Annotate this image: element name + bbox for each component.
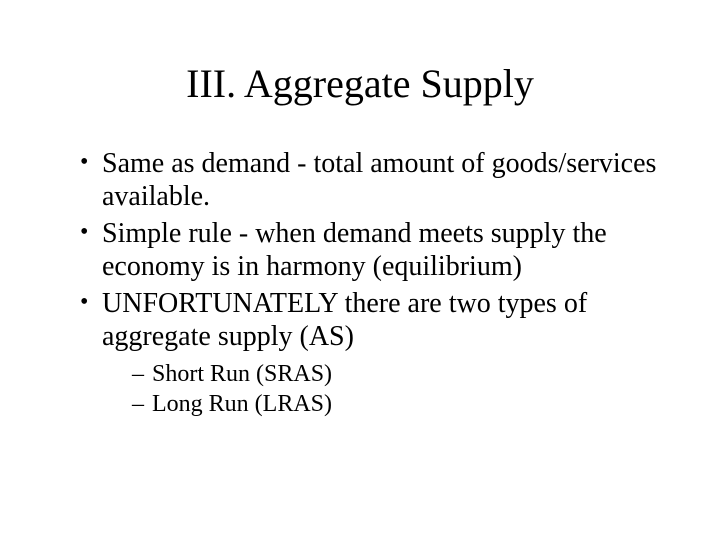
bullet-text: UNFORTUNATELY there are two types of agg… — [102, 288, 587, 352]
bullet-text: Simple rule - when demand meets supply t… — [102, 218, 607, 282]
sub-bullet-text: Long Run (LRAS) — [152, 391, 332, 417]
sub-bullet-text: Short Run (SRAS) — [152, 361, 332, 387]
list-item: Long Run (LRAS) — [132, 389, 670, 419]
slide: III. Aggregate Supply Same as demand - t… — [0, 0, 720, 540]
bullet-list: Same as demand - total amount of goods/s… — [50, 147, 670, 419]
list-item: UNFORTUNATELY there are two types of agg… — [80, 287, 670, 419]
list-item: Short Run (SRAS) — [132, 359, 670, 389]
list-item: Simple rule - when demand meets supply t… — [80, 217, 670, 283]
slide-title: III. Aggregate Supply — [50, 60, 670, 107]
sub-bullet-list: Short Run (SRAS) Long Run (LRAS) — [102, 359, 670, 419]
list-item: Same as demand - total amount of goods/s… — [80, 147, 670, 213]
bullet-text: Same as demand - total amount of goods/s… — [102, 148, 656, 212]
